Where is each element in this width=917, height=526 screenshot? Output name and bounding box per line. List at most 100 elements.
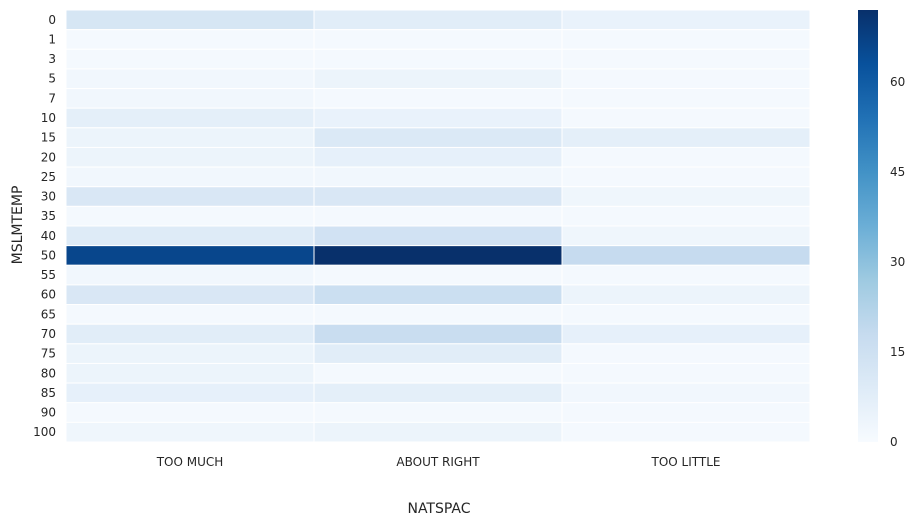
y-tick-label: 90 — [41, 406, 56, 420]
y-tick-label: 3 — [48, 52, 56, 66]
heatmap-cell — [65, 48, 315, 70]
heatmap-cell — [313, 323, 563, 345]
heatmap-cell — [561, 225, 811, 247]
heatmap-cell — [65, 146, 315, 168]
heatmap-cell — [561, 127, 811, 148]
heatmap-cell — [313, 186, 563, 207]
heatmap-cell — [65, 362, 315, 384]
heatmap-cell — [313, 88, 563, 109]
heatmap-cell — [65, 127, 315, 148]
heatmap-cell — [561, 205, 811, 227]
heatmap-cell — [313, 68, 563, 90]
x-tick-labels: TOO MUCH ABOUT RIGHT TOO LITTLE — [156, 455, 721, 469]
y-tick-label: 80 — [41, 366, 56, 380]
y-tick-label: 50 — [41, 248, 56, 262]
y-tick-label: 75 — [41, 347, 56, 361]
y-tick-label: 70 — [41, 327, 56, 341]
heatmap-cell — [561, 402, 811, 423]
heatmap-cell — [313, 127, 563, 148]
heatmap-cell — [561, 48, 811, 70]
heatmap-cell — [65, 9, 315, 31]
heatmap-cell — [65, 68, 315, 90]
y-tick-label: 60 — [41, 288, 56, 302]
heatmap-cell — [313, 245, 563, 266]
heatmap-cell — [65, 343, 315, 364]
heatmap-cell — [65, 245, 315, 266]
heatmap-cell — [313, 362, 563, 384]
heatmap-cell — [313, 205, 563, 227]
heatmap-cell — [561, 421, 811, 443]
heatmap-cell — [313, 9, 563, 31]
heatmap-cell — [65, 402, 315, 423]
colorbar-ticks: 0 15 30 45 60 — [890, 75, 905, 449]
heatmap-cell — [65, 88, 315, 109]
heatmap-cell — [561, 382, 811, 404]
heatmap-cell — [561, 343, 811, 364]
heatmap-cell — [313, 343, 563, 364]
heatmap-cell — [313, 107, 563, 129]
heatmap-cell — [561, 68, 811, 90]
heatmap-cell — [65, 205, 315, 227]
heatmap-cell — [65, 304, 315, 325]
heatmap-cell — [561, 146, 811, 168]
heatmap-cell — [561, 9, 811, 31]
y-tick-label: 7 — [48, 91, 56, 105]
x-tick-label: ABOUT RIGHT — [396, 455, 480, 469]
heatmap-cell — [313, 29, 563, 50]
heatmap-cell — [313, 284, 563, 306]
y-axis-title: MSLMTEMP — [10, 186, 26, 265]
heatmap-cell — [65, 382, 315, 404]
heatmap-cell — [65, 284, 315, 306]
heatmap-cell — [65, 107, 315, 129]
heatmap-cell — [561, 29, 811, 50]
heatmap-cell — [313, 402, 563, 423]
heatmap-cell — [313, 48, 563, 70]
y-tick-label: 1 — [48, 32, 56, 46]
heatmap-cell — [561, 245, 811, 266]
y-tick-label: 85 — [41, 386, 56, 400]
heatmap-cell — [65, 225, 315, 247]
heatmap-cell — [561, 186, 811, 207]
heatmap-cell — [561, 323, 811, 345]
heatmap-cell — [313, 304, 563, 325]
heatmap-cell — [561, 284, 811, 306]
heatmap-cell — [313, 146, 563, 168]
colorbar-tick-label: 45 — [890, 165, 905, 179]
heatmap-cell — [313, 421, 563, 443]
y-tick-label: 20 — [41, 150, 56, 164]
heatmap-cell — [561, 107, 811, 129]
heatmap-cell — [561, 362, 811, 384]
heatmap-cell — [561, 264, 811, 286]
y-tick-label: 25 — [41, 170, 56, 184]
x-tick-label: TOO LITTLE — [651, 455, 721, 469]
y-tick-label: 35 — [41, 209, 56, 223]
y-tick-label: 100 — [33, 425, 56, 439]
heatmap-cell — [65, 186, 315, 207]
y-tick-label: 5 — [48, 72, 56, 86]
y-tick-label: 55 — [41, 268, 56, 282]
heatmap-cell — [561, 166, 811, 188]
colorbar-tick-label: 30 — [890, 255, 905, 269]
y-tick-label: 40 — [41, 229, 56, 243]
heatmap-cell — [313, 382, 563, 404]
y-tick-label: 10 — [41, 111, 56, 125]
colorbar-tick-label: 60 — [890, 75, 905, 89]
heatmap-cell — [65, 264, 315, 286]
y-tick-label: 30 — [41, 190, 56, 204]
heatmap-cell — [65, 421, 315, 443]
x-tick-label: TOO MUCH — [156, 455, 224, 469]
y-tick-label: 65 — [41, 307, 56, 321]
heatmap-cell — [561, 88, 811, 109]
heatmap-cell — [65, 323, 315, 345]
y-tick-label: 15 — [41, 131, 56, 145]
y-tick-label: 0 — [48, 13, 56, 27]
heatmap-cell — [313, 225, 563, 247]
heatmap-cells — [65, 9, 811, 443]
heatmap-cell — [65, 29, 315, 50]
colorbar-tick-label: 0 — [890, 435, 898, 449]
x-axis-title: NATSPAC — [407, 501, 470, 517]
colorbar-tick-label: 15 — [890, 345, 905, 359]
heatmap-cell — [561, 304, 811, 325]
colorbar — [858, 10, 878, 442]
